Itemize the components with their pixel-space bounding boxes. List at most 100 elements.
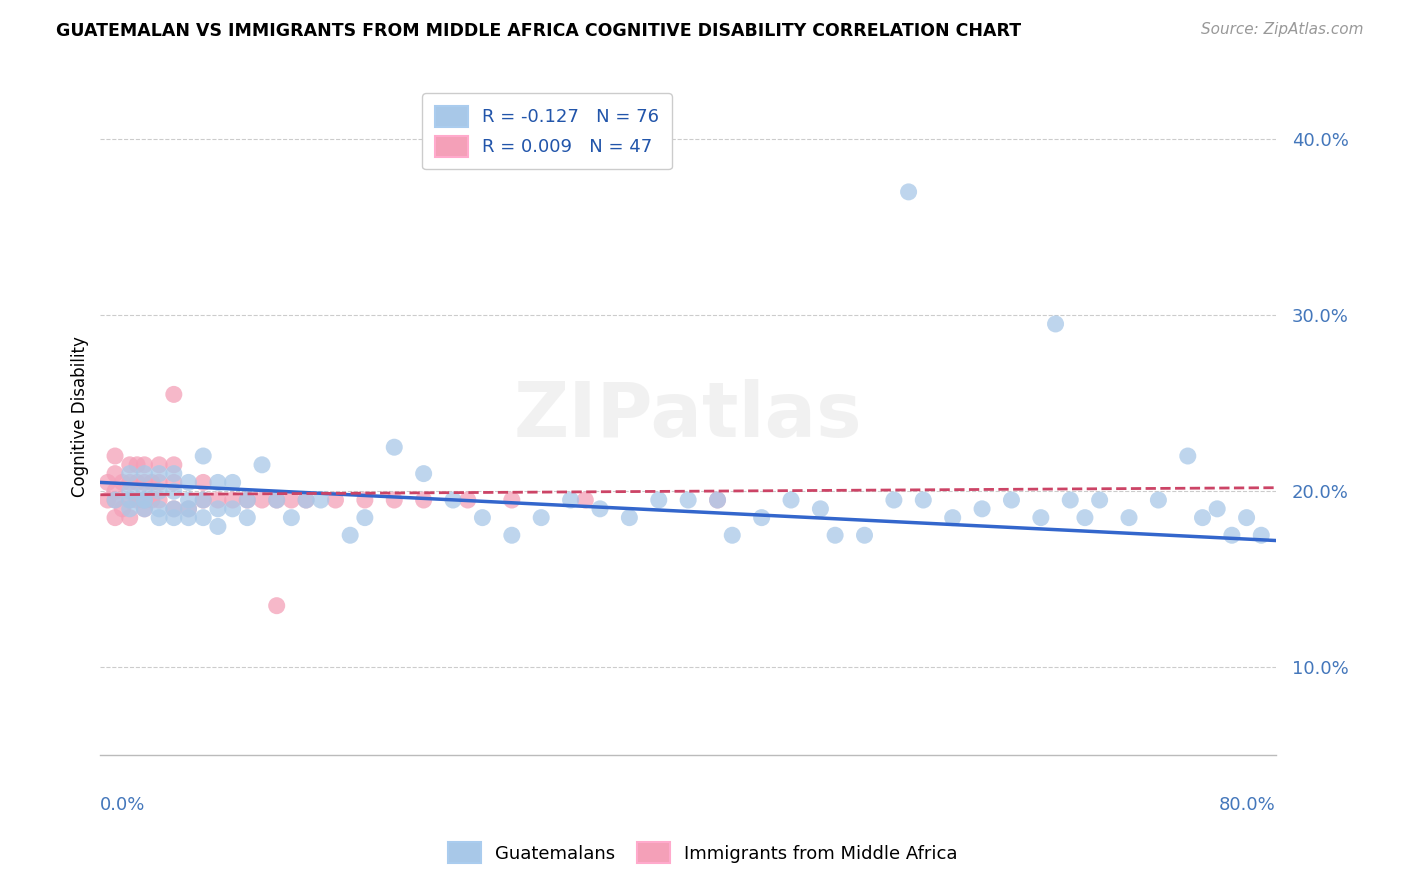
Point (824, 528, 846, 542)
Point (471, 510, 494, 524)
Point (127, 475, 149, 490)
Point (266, 493, 288, 508)
Point (1059, 493, 1081, 508)
Point (163, 510, 186, 524)
Point (148, 493, 170, 508)
Legend: R = -0.127   N = 76, R = 0.009   N = 47: R = -0.127 N = 76, R = 0.009 N = 47 (422, 94, 672, 169)
Point (574, 493, 596, 508)
Text: Source: ZipAtlas.com: Source: ZipAtlas.com (1201, 22, 1364, 37)
Point (118, 467, 141, 481)
Point (501, 493, 523, 508)
Point (236, 493, 259, 508)
Point (942, 510, 965, 524)
Point (853, 528, 876, 542)
Point (134, 493, 156, 508)
Point (412, 467, 434, 481)
Point (354, 510, 377, 524)
Point (530, 510, 553, 524)
Point (810, 501, 832, 516)
Point (118, 458, 141, 472)
Point (163, 467, 186, 481)
Point (134, 484, 156, 499)
Point (207, 493, 229, 508)
Point (897, 185, 920, 199)
Point (163, 484, 186, 499)
Point (134, 467, 156, 481)
Point (619, 510, 641, 524)
Point (354, 493, 377, 508)
Point (118, 484, 141, 499)
Point (589, 501, 612, 516)
Point (207, 501, 229, 516)
Y-axis label: Cognitive Disability: Cognitive Disability (72, 336, 89, 497)
Point (266, 599, 288, 613)
Point (250, 493, 273, 508)
Point (97, 475, 120, 490)
Text: 80.0%: 80.0% (1219, 796, 1277, 814)
Point (721, 528, 744, 542)
Point (1250, 528, 1272, 542)
Point (295, 493, 318, 508)
Point (148, 484, 170, 499)
Point (1088, 493, 1111, 508)
Point (221, 501, 243, 516)
Point (193, 449, 215, 463)
Point (148, 458, 170, 472)
Point (118, 493, 141, 508)
Point (163, 458, 186, 472)
Point (1000, 493, 1022, 508)
Point (134, 501, 156, 516)
Point (111, 501, 134, 516)
Point (780, 493, 803, 508)
Point (221, 493, 243, 508)
Point (883, 493, 905, 508)
Point (412, 493, 434, 508)
Point (1147, 493, 1170, 508)
Point (207, 519, 229, 533)
Point (118, 501, 141, 516)
Point (134, 501, 156, 516)
Point (177, 475, 200, 490)
Point (970, 501, 993, 516)
Point (127, 493, 149, 508)
Point (441, 493, 464, 508)
Point (118, 475, 141, 490)
Text: 0.0%: 0.0% (100, 796, 146, 814)
Point (97, 493, 120, 508)
Point (339, 528, 361, 542)
Point (706, 493, 728, 508)
Point (207, 475, 229, 490)
Point (676, 493, 699, 508)
Point (177, 501, 200, 516)
Point (193, 493, 215, 508)
Point (236, 510, 259, 524)
Point (1118, 510, 1140, 524)
Point (1074, 510, 1097, 524)
Point (221, 475, 243, 490)
Point (104, 449, 127, 463)
Point (134, 475, 156, 490)
Point (141, 475, 163, 490)
Text: ZIPatlas: ZIPatlas (513, 379, 862, 453)
Point (1045, 317, 1067, 331)
Point (236, 493, 259, 508)
Point (266, 493, 288, 508)
Point (912, 493, 935, 508)
Legend: Guatemalans, Immigrants from Middle Africa: Guatemalans, Immigrants from Middle Afri… (437, 831, 969, 874)
Point (1220, 528, 1243, 542)
Point (148, 510, 170, 524)
Point (501, 528, 523, 542)
Point (280, 510, 302, 524)
Point (148, 475, 170, 490)
Point (1029, 510, 1052, 524)
Point (280, 493, 302, 508)
Point (104, 510, 127, 524)
Point (127, 458, 149, 472)
Point (706, 493, 728, 508)
Point (648, 493, 671, 508)
Point (104, 493, 127, 508)
Point (104, 467, 127, 481)
Point (295, 493, 318, 508)
Point (193, 475, 215, 490)
Point (250, 458, 273, 472)
